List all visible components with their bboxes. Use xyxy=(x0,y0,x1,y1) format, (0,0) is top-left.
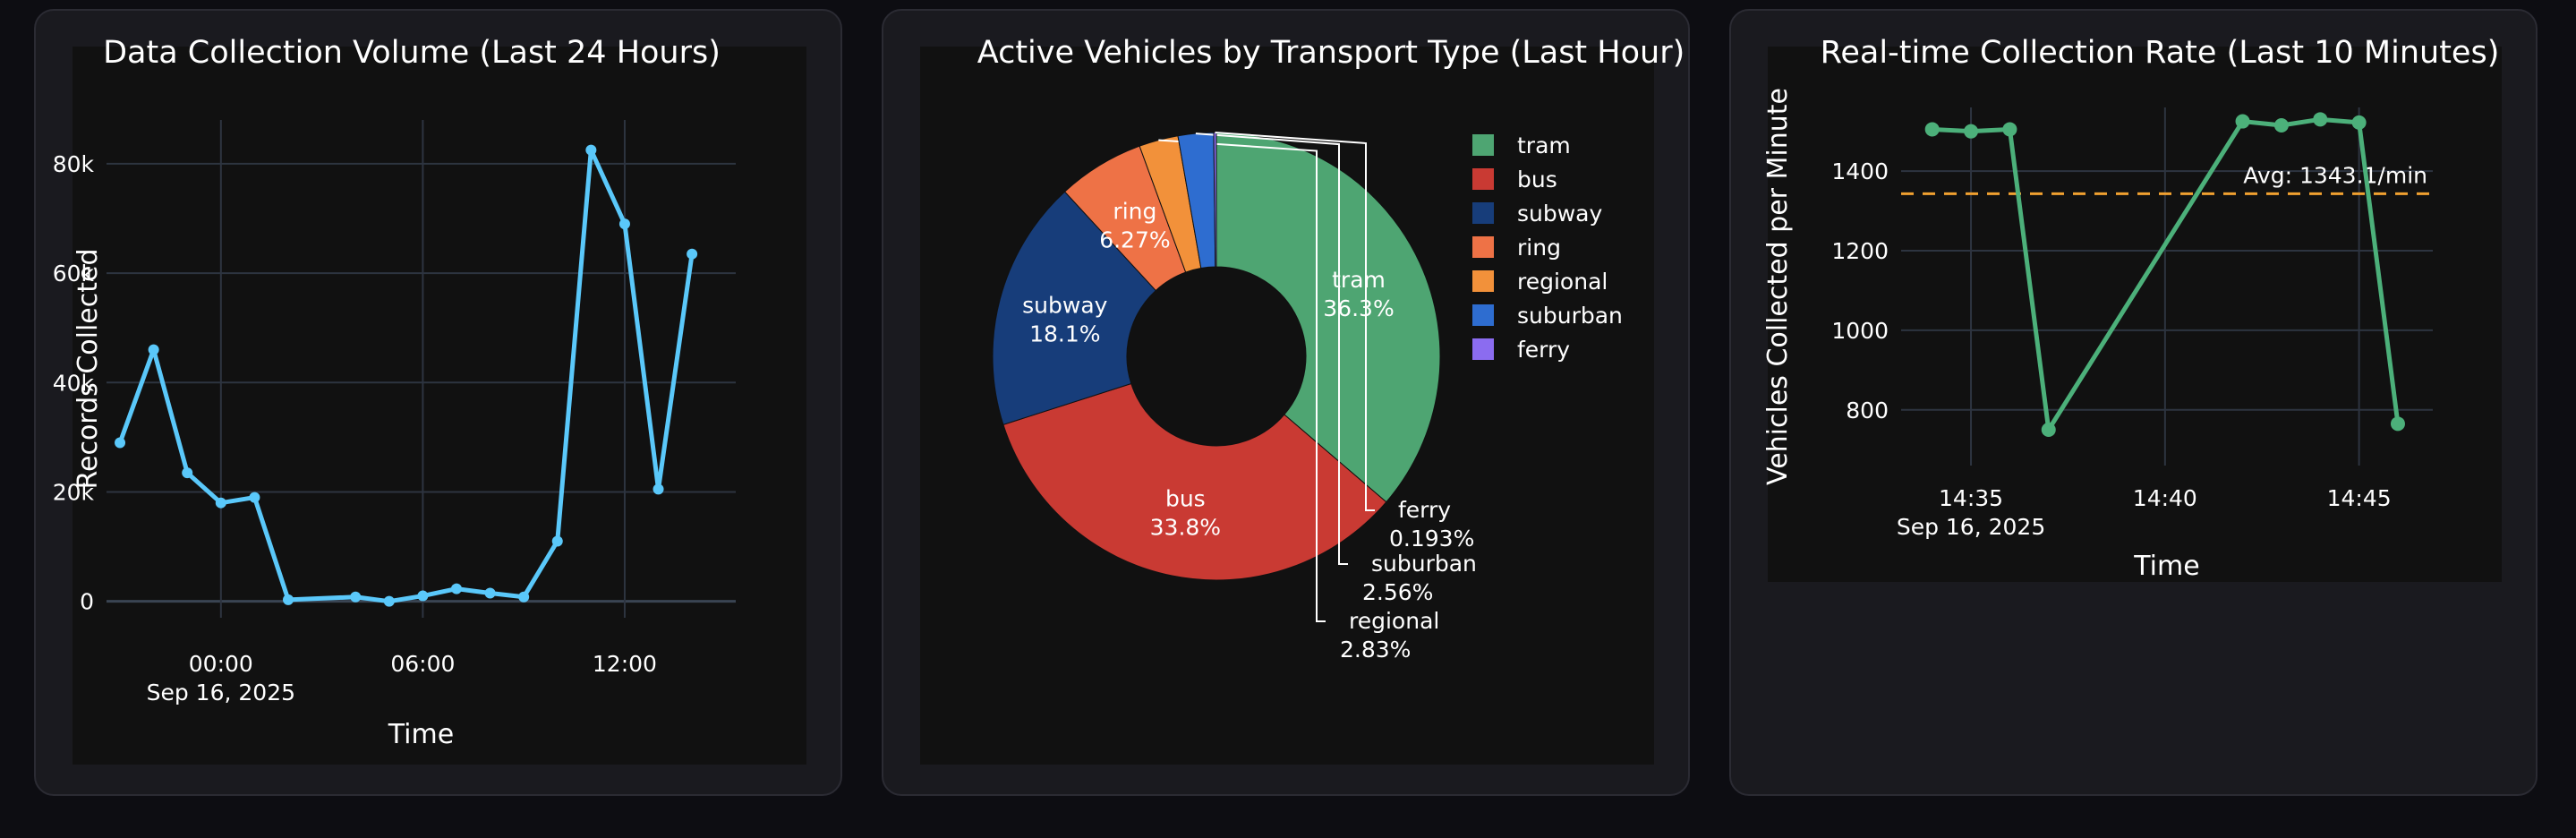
y-axis-title: Records Collected xyxy=(73,248,104,489)
legend-swatch-subway xyxy=(1472,202,1494,224)
average-label: Avg: 1343.1/min xyxy=(2243,162,2427,188)
data-point xyxy=(2390,416,2405,432)
x-tick-label: 14:40 xyxy=(2133,485,2197,511)
legend-label-bus: bus xyxy=(1517,167,1557,192)
data-point xyxy=(2273,118,2289,133)
data-point xyxy=(484,587,496,599)
y-tick-label: 0 xyxy=(80,589,94,615)
y-axis-title: Vehicles Collected per Minute xyxy=(1762,88,1794,485)
data-point xyxy=(148,344,159,355)
data-point xyxy=(585,144,597,156)
transport-donut-chart: Active Vehicles by Transport Type (Last … xyxy=(977,35,1685,663)
x-tick-label: 12:00 xyxy=(593,651,657,677)
data-point xyxy=(350,591,362,603)
data-point xyxy=(115,437,126,449)
leader-line-suburban xyxy=(1195,133,1348,565)
volume-chart-card: Data Collection Volume (Last 24 Hours) 0 2… xyxy=(34,9,842,796)
y-tick-label: 1000 xyxy=(1831,318,1889,344)
data-point xyxy=(2041,423,2056,437)
legend-label-tram: tram xyxy=(1517,133,1571,158)
data-point xyxy=(653,483,664,495)
legend-swatch-ferry xyxy=(1472,338,1494,360)
leader-line-ferry xyxy=(1215,132,1375,511)
rate-line-chart: Real-time Collection Rate (Last 10 Minut… xyxy=(1762,35,2500,582)
series-line xyxy=(117,148,695,604)
data-point xyxy=(383,595,395,607)
rate-chart-background xyxy=(1768,47,2502,582)
y-tick-label: 80k xyxy=(53,151,95,177)
pie-slice-bus xyxy=(1002,382,1387,581)
slice-percent-subway: 18.1% xyxy=(1029,321,1100,346)
y-tick-label: 60k xyxy=(53,261,95,286)
x-tick-sublabel: Sep 16, 2025 xyxy=(1897,514,2045,540)
slice-percent-tram: 36.3% xyxy=(1323,295,1394,321)
x-tick-label: 14:35 xyxy=(1939,485,2003,511)
data-point xyxy=(1964,124,1979,139)
legend-swatch-tram xyxy=(1472,134,1494,156)
slice-percent-regional: 2.83% xyxy=(1340,637,1411,663)
pie-slice-tram xyxy=(1215,132,1441,503)
data-point xyxy=(2235,114,2250,129)
chart-title: Data Collection Volume (Last 24 Hours) xyxy=(103,35,721,71)
data-point xyxy=(687,248,698,260)
data-point xyxy=(417,590,429,602)
leader-line-regional xyxy=(1158,139,1326,622)
chart-title: Active Vehicles by Transport Type (Last … xyxy=(977,35,1685,71)
slice-label-subway: subway xyxy=(1022,292,1108,318)
slice-label-tram: tram xyxy=(1332,267,1386,293)
data-point xyxy=(551,535,563,547)
data-point xyxy=(215,497,226,509)
data-point xyxy=(2002,122,2017,137)
x-axis-title: Time xyxy=(2133,551,2199,582)
y-tick-label: 40k xyxy=(53,370,95,396)
data-point xyxy=(1924,122,1940,137)
slice-label-bus: bus xyxy=(1165,486,1206,512)
data-point xyxy=(249,492,260,503)
legend-swatch-regional xyxy=(1472,270,1494,292)
slice-percent-bus: 33.8% xyxy=(1150,515,1221,541)
legend-label-subway: subway xyxy=(1517,201,1603,227)
legend-swatch-bus xyxy=(1472,168,1494,190)
x-tick-label: 00:00 xyxy=(189,651,253,677)
slice-percent-suburban: 2.56% xyxy=(1362,579,1433,605)
x-axis-title: Time xyxy=(388,719,454,750)
legend-label-ring: ring xyxy=(1517,235,1561,261)
x-tick-label: 06:00 xyxy=(390,651,455,677)
slice-label-suburban: suburban xyxy=(1371,551,1477,577)
data-point xyxy=(2351,115,2367,130)
rate-chart-card: Real-time Collection Rate (Last 10 Minut… xyxy=(1729,9,2538,796)
x-tick-sublabel: Sep 16, 2025 xyxy=(147,680,295,705)
data-point xyxy=(182,467,193,479)
y-tick-label: 20k xyxy=(53,479,95,505)
volume-line-chart: Data Collection Volume (Last 24 Hours) 0 2… xyxy=(53,35,736,750)
legend-swatch-suburban xyxy=(1472,304,1494,326)
data-point xyxy=(2313,112,2328,127)
data-point xyxy=(518,591,530,603)
volume-chart-background xyxy=(73,47,806,765)
slice-label-ring: ring xyxy=(1113,199,1156,225)
slice-percent-ring: 6.27% xyxy=(1099,227,1170,253)
data-point xyxy=(283,594,294,605)
legend-label-suburban: suburban xyxy=(1517,303,1623,329)
slice-percent-ferry: 0.193% xyxy=(1389,526,1474,552)
y-tick-label: 1200 xyxy=(1831,238,1889,264)
y-tick-label: 1400 xyxy=(1831,158,1889,184)
pie-slice-subway xyxy=(992,191,1156,425)
data-point xyxy=(618,218,630,230)
chart-title: Real-time Collection Rate (Last 10 Minut… xyxy=(1821,35,2500,71)
slice-label-regional: regional xyxy=(1349,608,1439,634)
legend-swatch-ring xyxy=(1472,236,1494,258)
slice-label-ferry: ferry xyxy=(1398,497,1451,523)
pie-slice-ferry xyxy=(1213,132,1217,268)
y-tick-label: 800 xyxy=(1846,398,1889,423)
transport-type-chart-card: Active Vehicles by Transport Type (Last … xyxy=(882,9,1690,796)
data-point xyxy=(450,583,462,594)
legend-label-regional: regional xyxy=(1517,269,1608,295)
x-tick-label: 14:45 xyxy=(2327,485,2392,511)
legend-label-ferry: ferry xyxy=(1517,337,1570,363)
